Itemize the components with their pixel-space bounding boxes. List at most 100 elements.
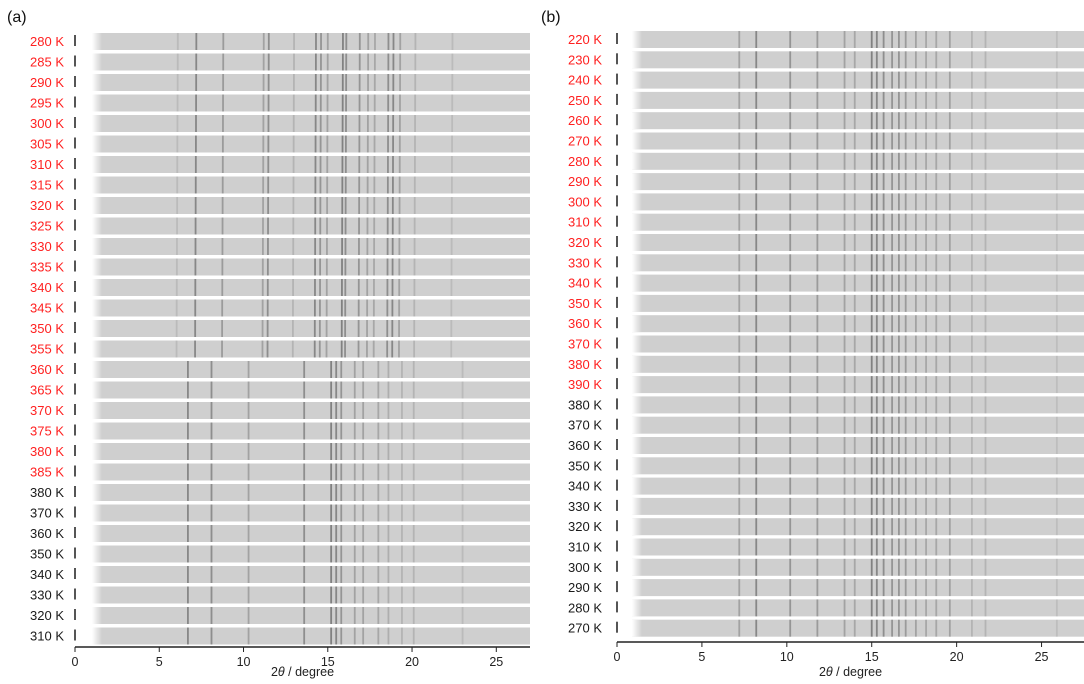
diffraction-peak — [399, 33, 402, 50]
diffraction-peak — [175, 320, 178, 337]
diffraction-peak — [925, 152, 927, 170]
strip-fade — [92, 217, 102, 235]
strip-fade — [632, 335, 642, 353]
diffraction-peak — [875, 518, 878, 536]
diffraction-peak — [897, 71, 900, 89]
diffraction-peak — [897, 51, 900, 69]
diffraction-peak — [1055, 315, 1058, 333]
diffraction-peak — [267, 53, 270, 71]
diffraction-peak — [891, 294, 894, 312]
diffraction-peak — [414, 94, 417, 112]
pattern-strip — [632, 497, 1084, 515]
diffraction-peak — [948, 51, 951, 69]
diffraction-peak — [358, 156, 361, 173]
pattern-row: 375 K — [30, 422, 530, 440]
diffraction-peak — [789, 254, 792, 272]
diffraction-peak — [319, 238, 322, 255]
strip-fade — [632, 396, 642, 414]
diffraction-peak — [738, 234, 741, 251]
pattern-strip — [632, 213, 1084, 231]
diffraction-peak — [187, 504, 189, 522]
diffraction-peak — [335, 361, 338, 378]
diffraction-peak — [904, 315, 907, 333]
diffraction-peak — [412, 443, 415, 460]
diffraction-peak — [897, 579, 900, 597]
diffraction-peak — [870, 152, 873, 170]
diffraction-peak — [755, 335, 758, 353]
diffraction-peak — [358, 94, 361, 112]
diffraction-peak — [319, 197, 322, 214]
zero-marker — [616, 33, 618, 44]
diffraction-peak — [870, 173, 873, 191]
zero-marker — [74, 240, 76, 251]
diffraction-peak — [392, 176, 394, 194]
diffraction-peak — [897, 396, 900, 414]
panel-b-x-axis-title: 2θ / degree — [819, 665, 882, 679]
diffraction-peak — [971, 254, 973, 272]
diffraction-peak — [335, 525, 338, 542]
diffraction-peak — [175, 279, 178, 296]
diffraction-peak — [755, 416, 758, 434]
diffraction-peak — [789, 234, 792, 251]
diffraction-peak — [914, 213, 917, 231]
diffraction-peak — [330, 586, 333, 604]
diffraction-peak — [401, 545, 403, 563]
diffraction-peak — [412, 402, 415, 419]
strip-fade — [92, 340, 102, 358]
diffraction-peak — [882, 132, 885, 150]
diffraction-peak — [738, 112, 741, 130]
diffraction-peak — [897, 599, 900, 617]
pattern-row: 320 K — [568, 518, 1084, 536]
pattern-strip — [92, 627, 530, 645]
diffraction-peak — [461, 484, 464, 501]
zero-marker — [74, 301, 76, 313]
diffraction-peak — [816, 619, 819, 637]
diffraction-peak — [914, 254, 917, 272]
diffraction-peak — [891, 477, 894, 495]
diffraction-peak — [318, 320, 321, 337]
temperature-label: 350 K — [30, 547, 64, 562]
diffraction-peak — [914, 335, 917, 353]
diffraction-peak — [210, 381, 213, 399]
diffraction-peak — [816, 518, 819, 536]
diffraction-peak — [451, 33, 454, 50]
diffraction-peak — [194, 258, 197, 276]
zero-marker — [616, 317, 618, 329]
diffraction-peak — [882, 599, 885, 617]
diffraction-peak — [344, 238, 347, 255]
diffraction-peak — [882, 579, 885, 597]
diffraction-peak — [357, 279, 360, 296]
diffraction-peak — [412, 627, 415, 645]
diffraction-peak — [971, 31, 973, 48]
diffraction-peak — [314, 74, 317, 91]
diffraction-peak — [401, 566, 403, 583]
diffraction-peak — [450, 279, 453, 296]
diffraction-peak — [843, 193, 846, 211]
diffraction-peak — [904, 234, 907, 251]
strip-fade — [92, 53, 102, 71]
diffraction-peak — [262, 115, 265, 132]
diffraction-peak — [891, 538, 894, 556]
pattern-row: 250 K — [568, 91, 1084, 109]
diffraction-peak — [984, 254, 987, 272]
diffraction-peak — [882, 51, 885, 69]
diffraction-peak — [366, 135, 369, 153]
diffraction-peak — [971, 274, 973, 292]
diffraction-peak — [948, 437, 951, 454]
diffraction-peak — [925, 457, 927, 475]
diffraction-peak — [413, 238, 416, 255]
pattern-strip — [92, 525, 530, 542]
diffraction-peak — [870, 416, 873, 434]
zero-marker — [74, 486, 76, 497]
temperature-label: 330 K — [30, 239, 64, 254]
diffraction-peak — [330, 545, 333, 563]
diffraction-peak — [875, 355, 878, 373]
diffraction-peak — [387, 33, 390, 50]
diffraction-peak — [755, 112, 758, 130]
strip-fade — [92, 115, 102, 132]
diffraction-peak — [904, 538, 907, 556]
diffraction-peak — [330, 627, 333, 645]
diffraction-peak — [789, 294, 792, 312]
diffraction-peak — [984, 355, 987, 373]
diffraction-peak — [398, 176, 401, 194]
